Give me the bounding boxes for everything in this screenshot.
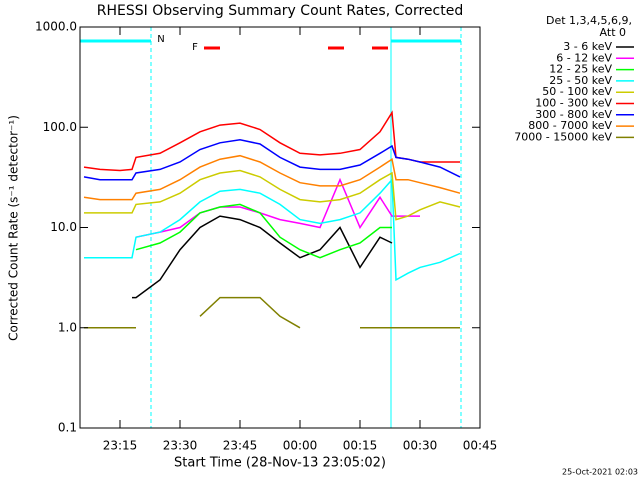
legend-label: 7000 - 15000 keV — [514, 130, 612, 143]
series-line — [84, 296, 460, 329]
series-line — [83, 154, 461, 201]
series-line — [84, 169, 461, 221]
legend-label: 100 - 300 keV — [535, 97, 612, 110]
x-tick-label: 23:15 — [103, 439, 138, 453]
series-line — [132, 215, 393, 299]
y-tick-label: 1000.0 — [35, 20, 77, 34]
legend-label: 300 - 800 keV — [535, 108, 612, 121]
timestamp: 25-Oct-2021 02:03 — [562, 468, 638, 477]
legend-header: Att 0 — [600, 26, 626, 39]
x-tick-label: 00:30 — [403, 439, 438, 453]
y-axis-label: Corrected Count Rate (s⁻¹ detector⁻¹) — [7, 115, 21, 341]
night-label: N — [157, 34, 164, 45]
series-line — [84, 177, 461, 282]
y-tick-label: 10.0 — [50, 220, 77, 234]
flare-label: F — [192, 42, 198, 53]
x-tick-label: 23:45 — [223, 439, 258, 453]
y-tick-label: 0.1 — [58, 421, 77, 435]
legend-header: Det 1,3,4,5,6,9, — [546, 14, 632, 27]
x-tick-label: 00:15 — [343, 439, 378, 453]
legend-label: 12 - 25 keV — [549, 63, 612, 76]
legend-label: 800 - 7000 keV — [528, 119, 612, 132]
legend-label: 6 - 12 keV — [556, 51, 612, 64]
y-tick-label: 1.0 — [58, 320, 77, 334]
legend-label: 25 - 50 keV — [549, 74, 612, 87]
legend-label: 3 - 6 keV — [563, 40, 612, 53]
series-line — [135, 203, 392, 259]
series-line — [83, 139, 461, 181]
y-tick-label: 100.0 — [43, 120, 77, 134]
x-tick-label: 00:45 — [463, 439, 498, 453]
chart-title: RHESSI Observing Summary Count Rates, Co… — [97, 3, 463, 19]
x-tick-label: 00:00 — [283, 439, 318, 453]
legend-label: 50 - 100 keV — [542, 85, 612, 98]
x-axis-label: Start Time (28-Nov-13 23:05:02) — [174, 456, 386, 471]
x-tick-label: 23:30 — [163, 439, 198, 453]
